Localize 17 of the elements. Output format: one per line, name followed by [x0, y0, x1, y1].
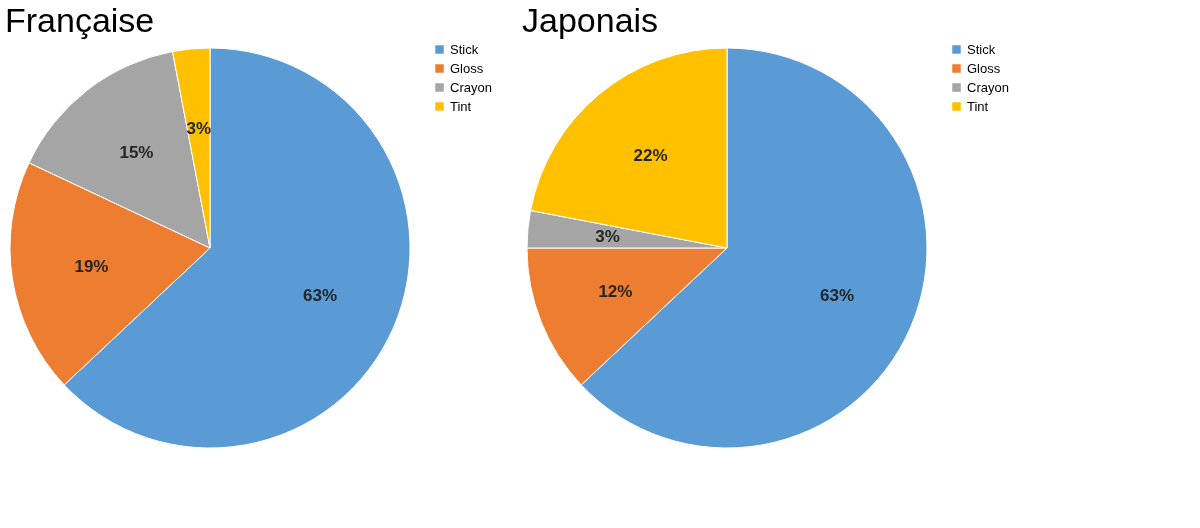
legend-label: Tint: [967, 98, 989, 114]
chart-title: Japonais: [522, 1, 659, 39]
chart-title: Française: [5, 1, 155, 39]
data-label: 63%: [820, 285, 855, 305]
legend-label: Gloss: [450, 60, 484, 76]
data-label: 3%: [595, 226, 620, 246]
legend-label: Tint: [450, 98, 472, 114]
legend-label: Crayon: [967, 79, 1009, 95]
data-label: 19%: [74, 256, 109, 276]
data-label: 22%: [633, 145, 668, 165]
data-label: 15%: [119, 143, 154, 163]
data-label: 63%: [303, 285, 338, 305]
legend-label: Gloss: [967, 60, 1001, 76]
data-label: 12%: [598, 282, 633, 302]
legend-label: Stick: [450, 41, 479, 57]
legend-label: Crayon: [450, 79, 492, 95]
legend-label: Stick: [967, 41, 996, 57]
